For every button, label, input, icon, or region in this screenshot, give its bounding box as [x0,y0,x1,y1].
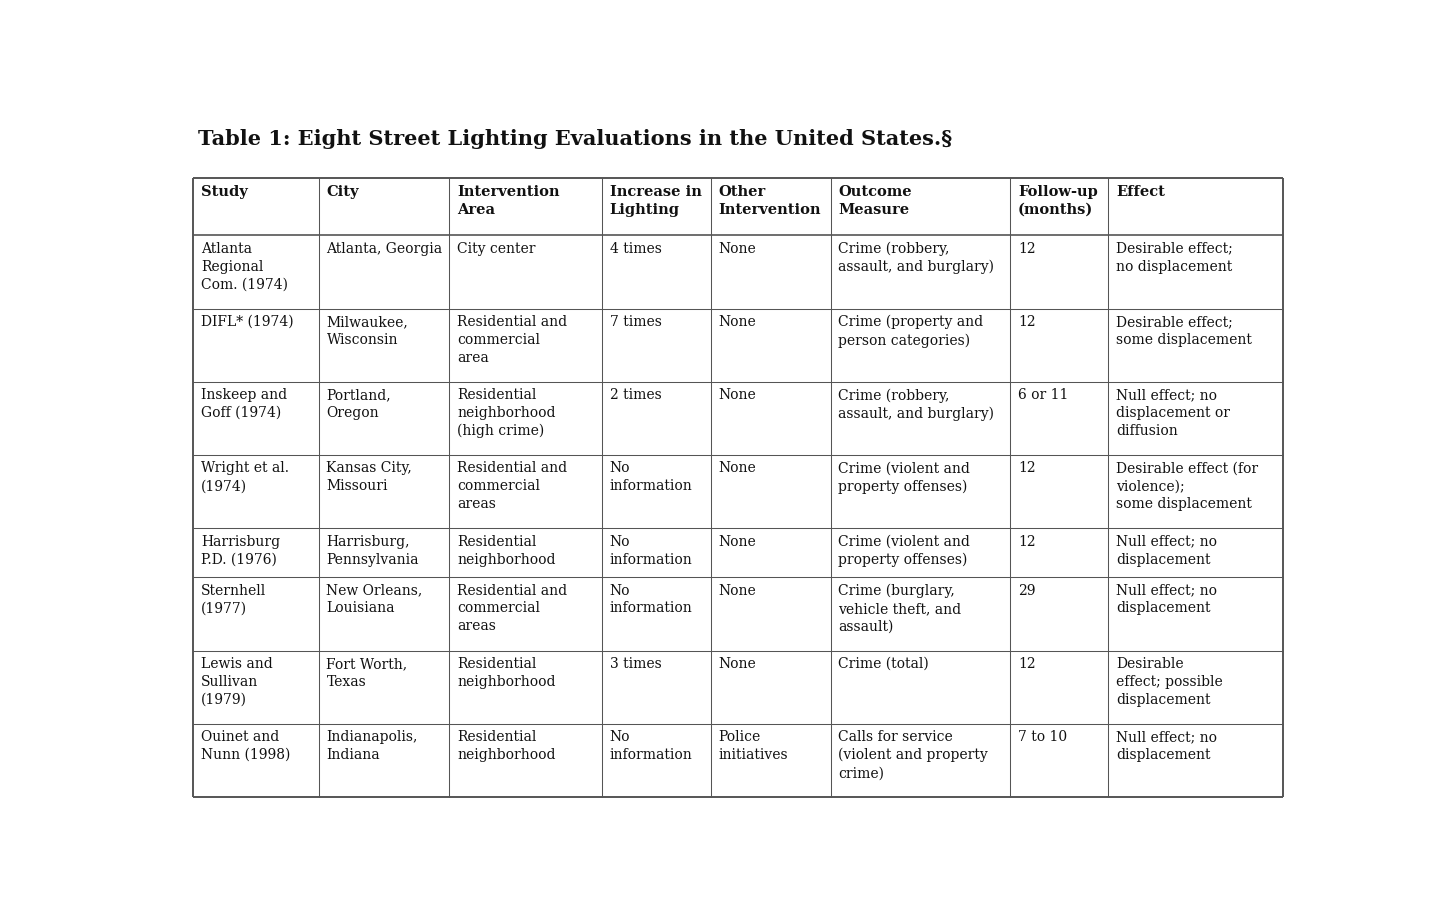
Text: Fort Worth,
Texas: Fort Worth, Texas [327,657,408,689]
Text: No
information: No information [609,730,693,762]
Text: 4 times: 4 times [609,242,661,256]
Text: City: City [327,186,359,199]
Text: Other
Intervention: Other Intervention [719,186,821,217]
Text: Atlanta, Georgia: Atlanta, Georgia [327,242,442,256]
Text: None: None [719,657,756,671]
Text: Desirable effect;
no displacement: Desirable effect; no displacement [1116,242,1233,273]
Text: Increase in
Lighting: Increase in Lighting [609,186,701,217]
Text: Null effect; no
displacement: Null effect; no displacement [1116,584,1217,615]
Text: Police
initiatives: Police initiatives [719,730,788,762]
Text: None: None [719,242,756,256]
Text: Residential
neighborhood: Residential neighborhood [456,657,556,689]
Text: Harrisburg
P.D. (1976): Harrisburg P.D. (1976) [202,535,281,567]
Text: 12: 12 [1018,242,1035,256]
Text: Desirable effect (for
violence);
some displacement: Desirable effect (for violence); some di… [1116,462,1259,511]
Text: Outcome
Measure: Outcome Measure [838,186,912,217]
Text: No
information: No information [609,535,693,567]
Text: Null effect; no
displacement: Null effect; no displacement [1116,730,1217,762]
Text: Inskeep and
Goff (1974): Inskeep and Goff (1974) [202,388,288,420]
Text: Effect: Effect [1116,186,1165,199]
Text: New Orleans,
Louisiana: New Orleans, Louisiana [327,584,423,615]
Text: Crime (total): Crime (total) [838,657,929,671]
Text: Indianapolis,
Indiana: Indianapolis, Indiana [327,730,418,762]
Text: None: None [719,388,756,402]
Text: Wright et al.
(1974): Wright et al. (1974) [202,462,289,493]
Text: 12: 12 [1018,315,1035,329]
Text: Residential
neighborhood: Residential neighborhood [456,535,556,567]
Text: 29: 29 [1018,584,1035,597]
Text: Lewis and
Sullivan
(1979): Lewis and Sullivan (1979) [202,657,274,707]
Text: Null effect; no
displacement: Null effect; no displacement [1116,535,1217,567]
Text: Portland,
Oregon: Portland, Oregon [327,388,392,420]
Text: 2 times: 2 times [609,388,661,402]
Text: Crime (robbery,
assault, and burglary): Crime (robbery, assault, and burglary) [838,242,995,274]
Text: None: None [719,315,756,329]
Text: Crime (property and
person categories): Crime (property and person categories) [838,315,984,348]
Text: Follow-up
(months): Follow-up (months) [1018,186,1097,217]
Text: 7 to 10: 7 to 10 [1018,730,1067,744]
Text: Crime (violent and
property offenses): Crime (violent and property offenses) [838,535,971,567]
Text: No
information: No information [609,462,693,493]
Text: Desirable
effect; possible
displacement: Desirable effect; possible displacement [1116,657,1223,707]
Text: 12: 12 [1018,462,1035,475]
Text: None: None [719,535,756,548]
Text: Residential and
commercial
area: Residential and commercial area [456,315,567,365]
Text: Null effect; no
displacement or
diffusion: Null effect; no displacement or diffusio… [1116,388,1230,438]
Text: Calls for service
(violent and property
crime): Calls for service (violent and property … [838,730,988,780]
Text: Desirable effect;
some displacement: Desirable effect; some displacement [1116,315,1251,347]
Text: Crime (robbery,
assault, and burglary): Crime (robbery, assault, and burglary) [838,388,995,421]
Text: Residential and
commercial
areas: Residential and commercial areas [456,462,567,511]
Text: Sternhell
(1977): Sternhell (1977) [202,584,266,615]
Text: 6 or 11: 6 or 11 [1018,388,1068,402]
Text: Table 1: Eight Street Lighting Evaluations in the United States.§: Table 1: Eight Street Lighting Evaluatio… [197,129,952,148]
Text: Residential and
commercial
areas: Residential and commercial areas [456,584,567,634]
Text: Intervention
Area: Intervention Area [456,186,560,217]
Text: 7 times: 7 times [609,315,661,329]
Text: Atlanta
Regional
Com. (1974): Atlanta Regional Com. (1974) [202,242,288,291]
Text: Crime (violent and
property offenses): Crime (violent and property offenses) [838,462,971,494]
Text: DIFL* (1974): DIFL* (1974) [202,315,294,329]
Text: 3 times: 3 times [609,657,661,671]
Text: Harrisburg,
Pennsylvania: Harrisburg, Pennsylvania [327,535,419,567]
Text: Study: Study [202,186,248,199]
Text: City center: City center [456,242,536,256]
Text: None: None [719,584,756,597]
Text: Ouinet and
Nunn (1998): Ouinet and Nunn (1998) [202,730,291,762]
Text: 12: 12 [1018,535,1035,548]
Text: None: None [719,462,756,475]
Text: Residential
neighborhood
(high crime): Residential neighborhood (high crime) [456,388,556,438]
Text: Residential
neighborhood: Residential neighborhood [456,730,556,762]
Text: 12: 12 [1018,657,1035,671]
Text: Crime (burglary,
vehicle theft, and
assault): Crime (burglary, vehicle theft, and assa… [838,584,962,634]
Text: Milwaukee,
Wisconsin: Milwaukee, Wisconsin [327,315,408,347]
Text: Kansas City,
Missouri: Kansas City, Missouri [327,462,412,493]
Text: No
information: No information [609,584,693,615]
